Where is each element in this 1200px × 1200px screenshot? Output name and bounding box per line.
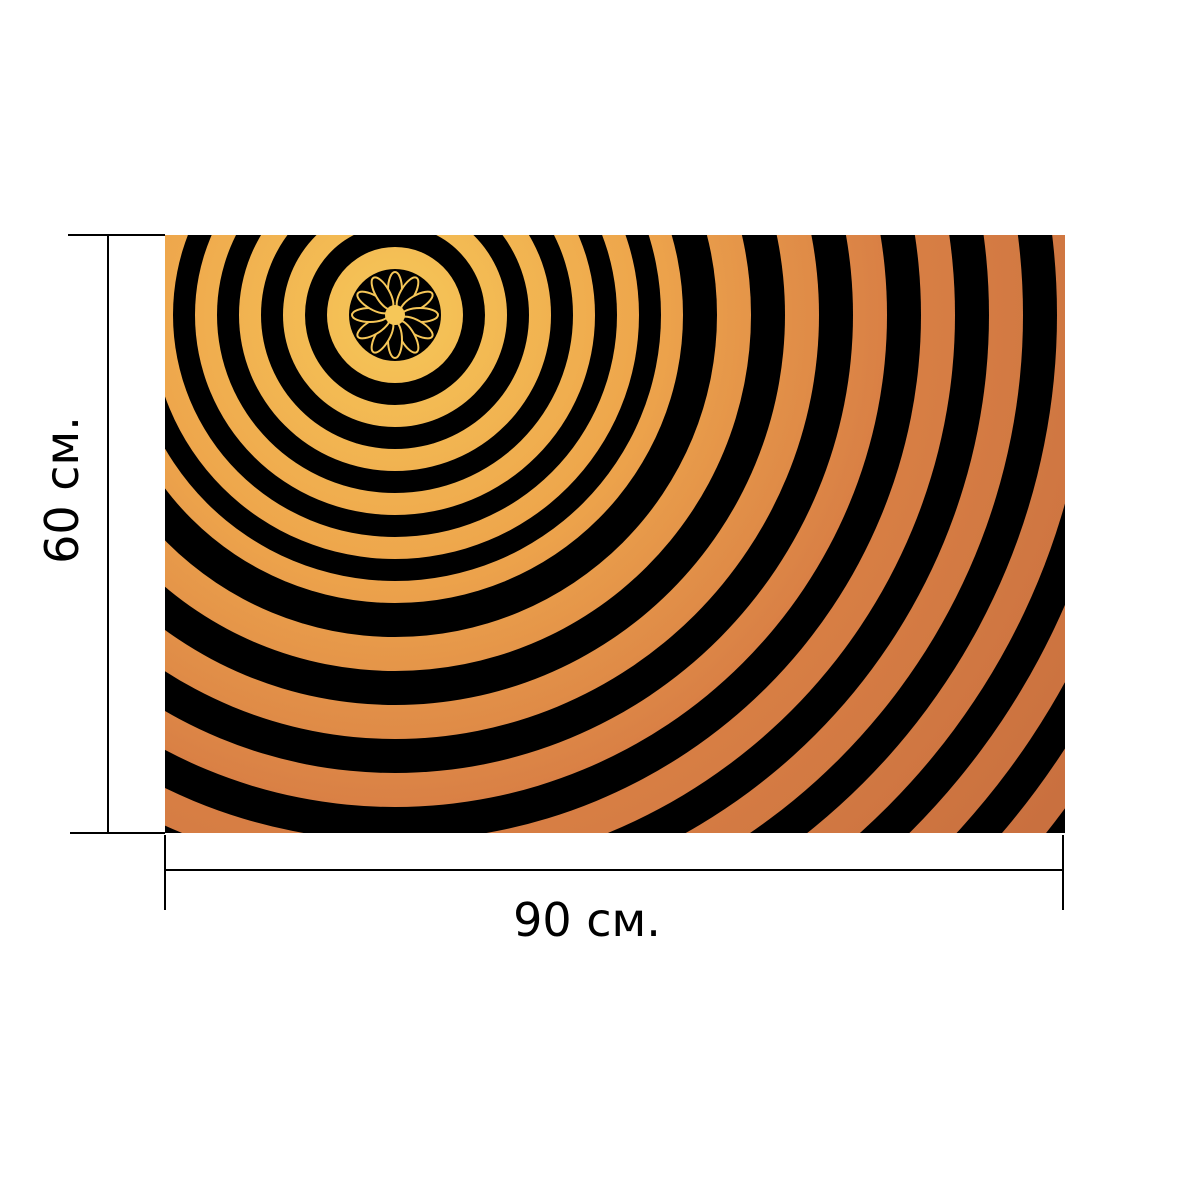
width-label: 90 см. — [513, 893, 661, 947]
pattern-center — [385, 305, 405, 325]
height-label: 60 см. — [35, 416, 89, 564]
